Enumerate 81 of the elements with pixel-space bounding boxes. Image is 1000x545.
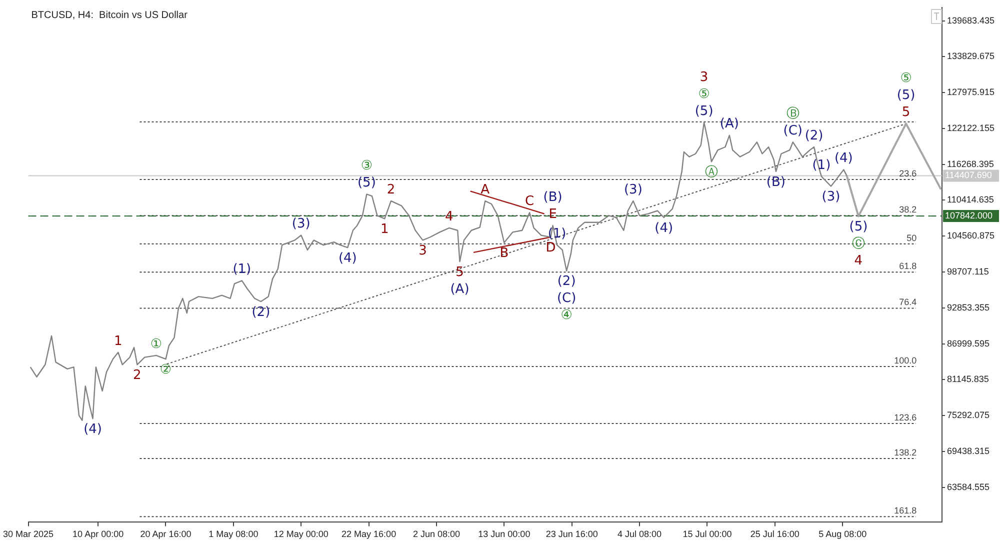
y-tick-label: 98707.115: [947, 266, 989, 277]
annotation: ⑤: [900, 71, 912, 86]
x-tick-label: 20 Apr 16:00: [140, 529, 192, 540]
annotation: (4): [84, 422, 102, 437]
annotation: 5: [902, 105, 910, 120]
annotation: 4: [854, 254, 863, 269]
y-tick-label: 104560.875: [947, 230, 995, 241]
y-tick-label: 63584.555: [947, 482, 990, 492]
x-tick-label: 12 May 00:00: [274, 529, 328, 540]
annotation: ②: [160, 362, 172, 378]
x-tick-label: 13 Jun 00:00: [478, 529, 530, 540]
annotation: ③: [360, 158, 373, 174]
annotation: (4): [654, 220, 674, 236]
y-tick-label: 139683.435: [947, 15, 995, 26]
x-tick-label: 1 May 08:00: [208, 529, 258, 540]
annotation: (B): [543, 190, 562, 205]
annotation: 2: [133, 368, 142, 384]
y-tick-label: 122122.155: [947, 122, 995, 133]
annotation: (3): [292, 216, 310, 232]
x-tick-label: 15 Jul 00:00: [682, 529, 732, 540]
x-tick-label: 2 Jun 08:00: [412, 529, 460, 540]
annotation: (5): [849, 220, 868, 235]
annotation: (C): [556, 291, 576, 306]
annotation: 123.6: [894, 412, 917, 422]
annotation: 38.2: [899, 204, 917, 215]
annotation: D: [546, 240, 556, 256]
annotation: (5): [694, 104, 714, 119]
annotation: 5: [456, 265, 464, 280]
annotation: (2): [252, 304, 270, 320]
annotation: 23.6: [899, 168, 917, 178]
annotation: (2): [804, 128, 824, 144]
annotation: (B): [766, 174, 786, 190]
annotation: ④: [560, 308, 572, 324]
annotation: (4): [338, 250, 357, 266]
y-tick-label: 86999.595: [947, 338, 990, 348]
y-tick-label: 92853.355: [947, 302, 990, 312]
y-tick-label: 81145.835: [947, 374, 989, 384]
annotation: Ⓐ: [704, 165, 718, 180]
annotation: (5): [357, 176, 376, 191]
annotation: (A): [720, 116, 739, 132]
x-tick-label: 25 Jul 16:00: [750, 529, 800, 540]
annotation: 61.8: [899, 261, 917, 272]
y-tick-label: 116268.395: [947, 158, 994, 169]
annotation: (C): [783, 123, 802, 138]
y-tick-label: 133829.675: [947, 51, 995, 62]
annotation: 1: [380, 222, 389, 238]
annotation: Ⓑ: [786, 106, 800, 122]
x-tick-label: 22 May 16:00: [342, 529, 396, 540]
annotation: (1): [232, 262, 252, 278]
annotation: A: [480, 182, 490, 198]
annotation: (4): [834, 151, 853, 166]
y-tick-label: 75292.075: [947, 410, 990, 420]
annotation: 100.0: [894, 355, 917, 366]
annotation: ①: [150, 336, 162, 352]
annotation: 2: [386, 182, 396, 198]
annotation: Ⓒ: [852, 236, 865, 252]
annotation: 161.8: [894, 506, 917, 516]
annotation: (2): [557, 274, 576, 290]
annotation: 3: [418, 244, 427, 259]
annotation: 76.4: [899, 297, 917, 308]
annotation: 1: [114, 334, 122, 349]
annotation: C: [525, 194, 534, 209]
chart-title: BTCUSD, H4: Bitcoin vs US Dollar: [31, 10, 188, 22]
annotation: (3): [624, 182, 642, 198]
annotation: B: [500, 246, 509, 262]
x-tick-label: 10 Apr 00:00: [72, 529, 124, 540]
annotation: (5): [896, 88, 916, 104]
annotation: (3): [822, 190, 840, 205]
y-tick-label: 110414.635: [947, 194, 994, 205]
annotation: (A): [450, 282, 470, 298]
annotation: 50: [906, 232, 917, 243]
annotation: 138.2: [894, 447, 917, 458]
annotation: ⑤: [698, 86, 710, 102]
y-tick-label: 69438.315: [947, 446, 990, 456]
x-tick-label: 5 Aug 08:00: [818, 529, 867, 540]
x-tick-label: 30 Mar 2025: [2, 529, 54, 540]
x-tick-label: 4 Jul 08:00: [618, 529, 662, 540]
y-tick-label: 127975.915: [947, 87, 995, 98]
annotation: 3: [700, 70, 708, 85]
ref-line-label: 107842.000: [945, 210, 993, 220]
x-tick-label: 23 Jun 16:00: [546, 529, 598, 540]
